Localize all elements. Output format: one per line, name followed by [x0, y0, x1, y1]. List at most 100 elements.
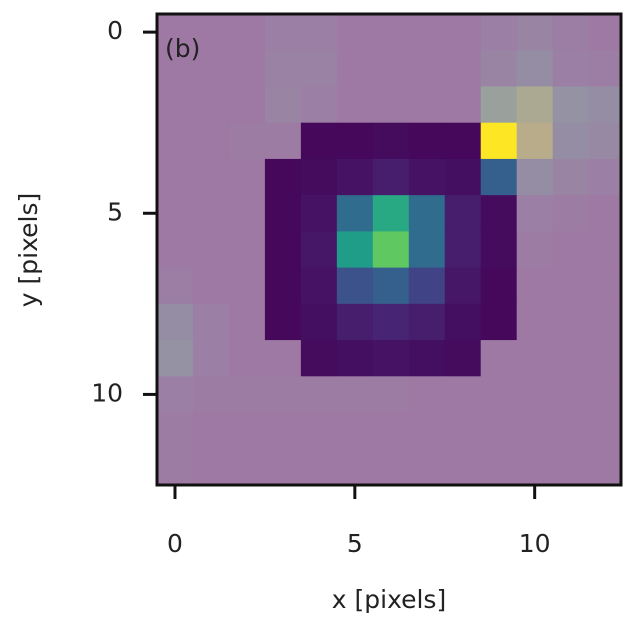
cell [481, 159, 517, 196]
cell [517, 123, 553, 160]
x-tick-label: 10 [519, 529, 551, 558]
cell [481, 340, 517, 377]
cell [265, 376, 301, 413]
cell [481, 268, 517, 305]
cell [373, 195, 409, 232]
cell [589, 231, 624, 268]
cell [517, 50, 553, 87]
cell [589, 340, 624, 377]
image [157, 14, 624, 486]
cell [589, 376, 624, 413]
cell [553, 159, 589, 196]
cell [337, 268, 373, 305]
cell [445, 449, 481, 486]
cell [265, 231, 301, 268]
cell [373, 413, 409, 450]
cell [301, 376, 337, 413]
cell [373, 304, 409, 341]
cell [193, 86, 229, 123]
cell [373, 86, 409, 123]
cell [481, 86, 517, 123]
cell [589, 195, 624, 232]
cell [193, 413, 229, 450]
cell [553, 376, 589, 413]
cell [553, 449, 589, 486]
cell [229, 86, 265, 123]
annotation: (b) [165, 34, 200, 63]
cell [517, 159, 553, 196]
cell [517, 340, 553, 377]
cell [517, 449, 553, 486]
cell [373, 268, 409, 305]
cell [301, 413, 337, 450]
cell [229, 304, 265, 341]
cell [157, 268, 193, 305]
cell [445, 159, 481, 196]
cell [517, 413, 553, 450]
cell [553, 50, 589, 87]
y-tick-label: 10 [91, 378, 123, 407]
cell [301, 50, 337, 87]
cell [229, 268, 265, 305]
cell [193, 340, 229, 377]
cell [445, 14, 481, 51]
cell [157, 449, 193, 486]
cell [265, 86, 301, 123]
cell [301, 449, 337, 486]
cell [409, 340, 445, 377]
cell [481, 304, 517, 341]
cell [193, 304, 229, 341]
cell [229, 413, 265, 450]
cell [265, 14, 301, 51]
cell [337, 195, 373, 232]
cell [157, 123, 193, 160]
cell [373, 376, 409, 413]
cell [301, 159, 337, 196]
cell [373, 123, 409, 160]
cell [445, 195, 481, 232]
x-tick-label: 5 [347, 529, 363, 558]
cell [229, 159, 265, 196]
cell [589, 304, 624, 341]
cell [301, 304, 337, 341]
cell [373, 231, 409, 268]
cell [301, 268, 337, 305]
cell [409, 231, 445, 268]
cell [265, 159, 301, 196]
cell [337, 123, 373, 160]
cell [337, 449, 373, 486]
cell [265, 123, 301, 160]
cell [157, 86, 193, 123]
y-tick-label: 0 [107, 16, 123, 45]
cell [193, 376, 229, 413]
cell [445, 86, 481, 123]
cell [157, 376, 193, 413]
cell [337, 86, 373, 123]
cell [517, 376, 553, 413]
cell [265, 340, 301, 377]
cell [553, 14, 589, 51]
y-axis-label: y [pixels] [14, 193, 43, 307]
cell [409, 268, 445, 305]
cell [337, 376, 373, 413]
x-axis-label: x [pixels] [332, 585, 446, 614]
cell [337, 340, 373, 377]
cell [517, 195, 553, 232]
cell [409, 159, 445, 196]
cell [481, 376, 517, 413]
cell [409, 376, 445, 413]
cell [229, 449, 265, 486]
cell [481, 449, 517, 486]
cell [373, 340, 409, 377]
cell [553, 304, 589, 341]
cell [481, 50, 517, 87]
cell [589, 86, 624, 123]
cell [517, 268, 553, 305]
cell [409, 123, 445, 160]
cell [157, 413, 193, 450]
cell [517, 14, 553, 51]
cell [157, 195, 193, 232]
cell [229, 50, 265, 87]
y-tick-label: 5 [107, 197, 123, 226]
cell [481, 413, 517, 450]
